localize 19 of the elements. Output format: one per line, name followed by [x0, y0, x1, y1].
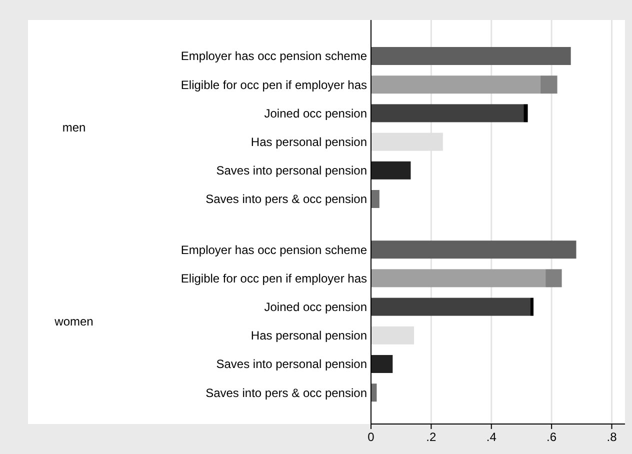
x-tick-label: .4: [486, 430, 497, 444]
y-tick-label: Employer has occ pension scheme: [180, 49, 368, 64]
y-tick-label: Has personal pension: [250, 135, 367, 149]
y-tick-label: Saves into personal pension: [216, 357, 367, 372]
x-tick-label: .2: [426, 430, 437, 444]
x-tick-label: 0: [368, 430, 375, 444]
x-tick-label: .6: [546, 430, 557, 444]
y-tick-label: Eligible for occ pen if employer has: [180, 271, 367, 286]
x-tick-label: .8: [606, 430, 618, 444]
y-tick-label: Employer has occ pension scheme: [180, 242, 368, 257]
y-tick-label: Eligible for occ pen if employer has: [180, 78, 367, 92]
y-tick-label: Saves into personal pension: [216, 164, 367, 178]
text: women: [54, 314, 94, 328]
y-tick-label: Joined occ pension: [264, 106, 367, 120]
y-tick-label: Has personal pension: [250, 328, 367, 343]
y-tick-label: Saves into pers & occ pension: [206, 386, 367, 400]
text: men: [62, 120, 86, 135]
y-tick-label: Saves into pers & occ pension: [206, 192, 367, 206]
y-tick-label: Joined occ pension: [264, 300, 367, 314]
